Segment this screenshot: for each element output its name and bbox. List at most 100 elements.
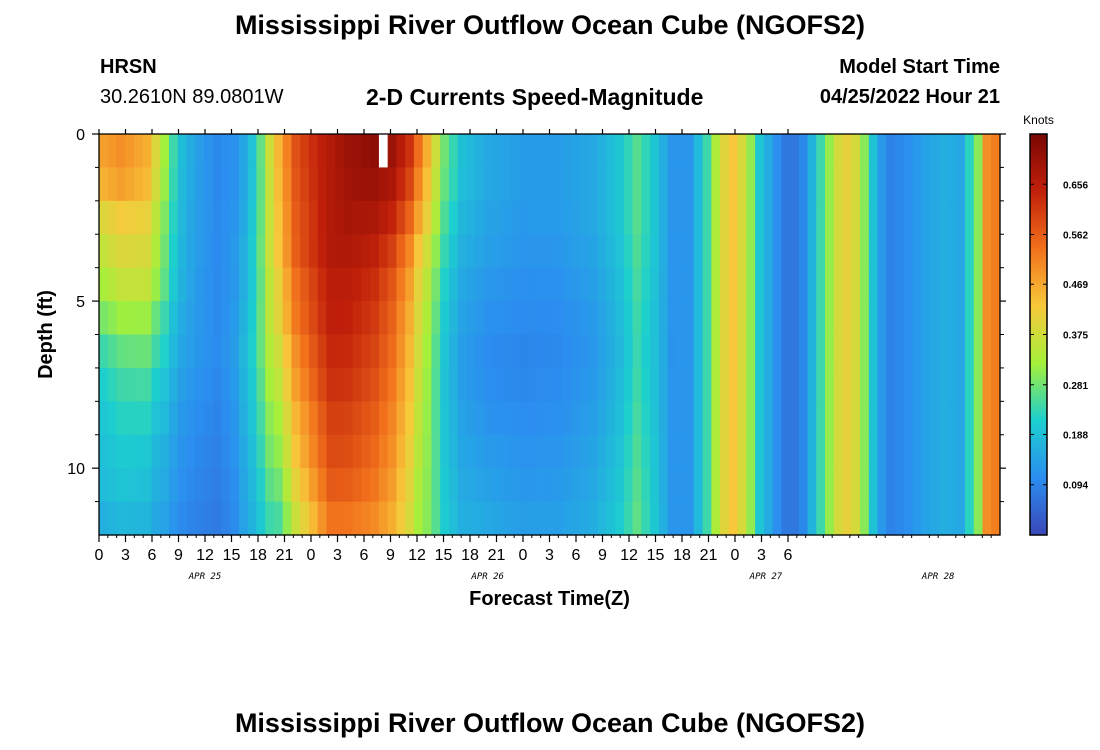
x-tick-label: 15 (435, 547, 453, 564)
heatmap-cell (107, 367, 118, 402)
heatmap-cell (938, 401, 949, 436)
heatmap-cell (676, 167, 686, 202)
heatmap-cell (527, 167, 537, 202)
heatmap-cell (335, 401, 345, 436)
heatmap-cell (632, 234, 642, 269)
heatmap-cell (396, 234, 406, 269)
heatmap-cell (212, 134, 223, 169)
heatmap-cell (772, 267, 782, 302)
heatmap-cell (300, 468, 310, 503)
heatmap-cell (930, 301, 940, 336)
heatmap-cell (903, 401, 914, 436)
heatmap-cell (623, 468, 634, 503)
heatmap-cell (151, 167, 161, 202)
heatmap-cell (588, 401, 599, 436)
heatmap-cell (413, 200, 424, 235)
heatmap-cell (982, 401, 992, 436)
heatmap-cell (623, 200, 634, 235)
heatmap-cell (133, 200, 144, 235)
heatmap-cell (632, 200, 642, 235)
heatmap-cell (448, 468, 459, 503)
heatmap-cell (720, 501, 730, 536)
heatmap-cell (571, 167, 581, 202)
heatmap-cell (895, 468, 905, 503)
heatmap-cell (440, 200, 450, 235)
heatmap-cell (860, 501, 870, 536)
heatmap-cell (930, 501, 940, 536)
heatmap-cell (370, 468, 380, 503)
heatmap-cell (991, 334, 1001, 369)
heatmap-cell (326, 367, 336, 402)
heatmap-cell (168, 468, 179, 503)
heatmap-cell (973, 501, 984, 536)
heatmap-cell (693, 267, 704, 302)
heatmap-cell (711, 134, 721, 169)
heatmap-cell (125, 401, 135, 436)
heatmap-cell (405, 334, 415, 369)
x-tick-label: 9 (174, 547, 183, 564)
heatmap-cell (501, 367, 511, 402)
heatmap-cell (230, 367, 240, 402)
heatmap-cell (685, 468, 695, 503)
heatmap-cell (973, 234, 984, 269)
heatmap-cell (99, 200, 109, 235)
heatmap-cell (938, 468, 949, 503)
heatmap-cell (720, 434, 730, 469)
heatmap-cell (641, 501, 651, 536)
heatmap-cell (711, 167, 721, 202)
heatmap-cell (877, 234, 887, 269)
heatmap-cell (877, 468, 887, 503)
heatmap-cell (702, 234, 712, 269)
heatmap-cell (938, 434, 949, 469)
heatmap-cell (650, 468, 660, 503)
heatmap-cell (160, 367, 170, 402)
heatmap-cell (300, 501, 310, 536)
heatmap-cell (238, 434, 249, 469)
heatmap-cell (763, 267, 774, 302)
heatmap-cell (842, 367, 852, 402)
heatmap-cell (195, 401, 205, 436)
heatmap-cell (361, 401, 371, 436)
heatmap-cell (702, 468, 712, 503)
heatmap-cell (938, 167, 949, 202)
y-tick-label: 5 (76, 294, 85, 311)
colorbar-tick-label: 0.469 (1063, 280, 1088, 291)
heatmap-cell (685, 167, 695, 202)
heatmap-cell (431, 401, 441, 436)
heatmap-cell (825, 367, 835, 402)
heatmap-cell (238, 267, 249, 302)
heatmap-cell (667, 267, 677, 302)
heatmap-cell (781, 334, 791, 369)
heatmap-cell (930, 468, 940, 503)
heatmap-cell (483, 167, 494, 202)
heatmap-cell (930, 267, 940, 302)
heatmap-cell (422, 434, 433, 469)
heatmap-cell (851, 401, 861, 436)
heatmap-cell (510, 267, 520, 302)
heatmap-cell (273, 234, 284, 269)
heatmap-cell (195, 367, 205, 402)
heatmap-cell (247, 334, 258, 369)
heatmap-cell (930, 367, 940, 402)
heatmap-cell (203, 401, 214, 436)
heatmap-cell (291, 167, 301, 202)
heatmap-cell (772, 401, 782, 436)
heatmap-cell (387, 301, 398, 336)
heatmap-cell (352, 167, 363, 202)
heatmap-cell (326, 234, 336, 269)
heatmap-cell (571, 200, 581, 235)
heatmap-cell (982, 200, 992, 235)
heatmap-cell (142, 200, 153, 235)
heatmap-cell (510, 200, 520, 235)
heatmap-cell (833, 434, 844, 469)
heatmap-cell (300, 167, 310, 202)
heatmap-cell (99, 334, 109, 369)
heatmap-cell (422, 267, 433, 302)
heatmap-cell (265, 267, 275, 302)
heatmap-cell (641, 367, 651, 402)
heatmap-cell (615, 267, 625, 302)
heatmap-cell (501, 501, 511, 536)
heatmap-cell (685, 267, 695, 302)
heatmap-cell (527, 367, 537, 402)
heatmap-cell (991, 434, 1001, 469)
